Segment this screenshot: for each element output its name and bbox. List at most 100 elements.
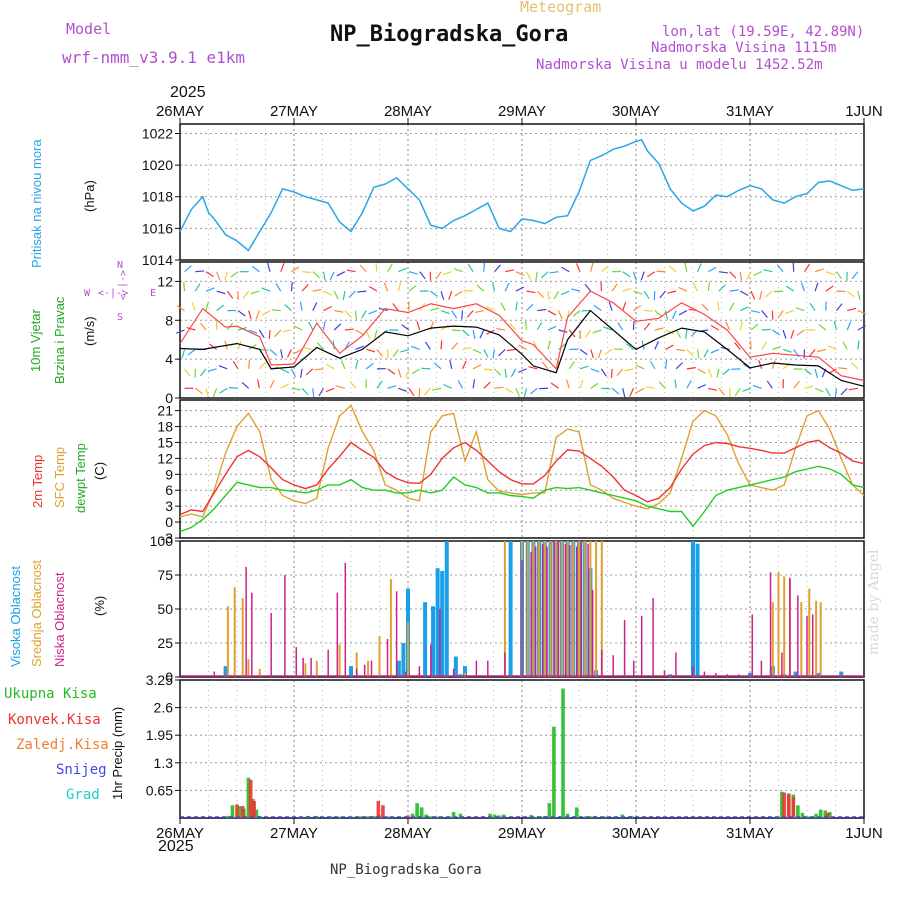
wind-barb <box>250 290 260 295</box>
cloud-low-bar <box>703 671 706 677</box>
wind-barb <box>449 359 453 369</box>
cloud-high-bar <box>463 666 467 677</box>
x-tick-label-bottom: 29MAY <box>498 825 546 842</box>
precip-total-bar <box>547 803 552 818</box>
wind-barb <box>346 269 356 273</box>
cloud-mid-bar <box>532 541 535 677</box>
cloud-mid-bar <box>258 668 261 677</box>
cloud-low-bar <box>284 575 286 677</box>
wind-barb <box>258 329 265 338</box>
wind-barb <box>654 340 660 350</box>
wind-barb <box>664 359 668 369</box>
wind-barb <box>668 265 677 273</box>
wind-barb <box>212 388 218 397</box>
wind-barb <box>312 288 322 292</box>
wind-barb <box>847 307 857 312</box>
cloud-low-bar <box>430 644 432 677</box>
cloud-high-bar <box>440 570 445 677</box>
wind-barb <box>541 271 549 279</box>
wind-barb <box>740 290 749 297</box>
precip-total-bar <box>533 816 538 818</box>
y-tick-label: 0 <box>165 514 173 530</box>
wind-barb <box>526 271 532 280</box>
wind-barb <box>752 384 762 389</box>
wind-barb <box>734 387 741 397</box>
wind-barb <box>284 304 292 312</box>
precip-total-bar <box>385 816 390 818</box>
wind-barb <box>184 368 191 377</box>
sfctemp-axis-title: SFC Temp <box>52 446 67 508</box>
y-tick-label: 1.95 <box>146 727 173 743</box>
precip-total-bar <box>780 791 784 818</box>
wind-barb <box>375 262 378 272</box>
temp2m-series <box>179 439 865 516</box>
wind-barb <box>301 284 309 292</box>
wind-barb <box>483 381 491 389</box>
legend-hail: Grad <box>66 787 100 803</box>
cloud-mid-bar <box>572 541 575 677</box>
wind-barb <box>696 349 700 359</box>
wind-barb <box>312 271 320 279</box>
cloud-mid-bar <box>464 672 466 677</box>
wind-barb <box>524 320 528 331</box>
wind-barb <box>218 365 228 370</box>
dewpt-axis-title: dewpt Temp <box>73 443 88 513</box>
wind-barb <box>617 322 624 331</box>
precip-total-bar <box>230 805 235 818</box>
wind-barb <box>626 343 634 350</box>
wind-barb <box>248 359 251 369</box>
cloud-low-bar <box>530 551 532 677</box>
year-top: 2025 <box>170 84 206 101</box>
precip-total-bar <box>488 813 492 818</box>
wind-barb <box>759 291 763 301</box>
wind-barb <box>325 387 335 393</box>
cloud-mid-bar <box>583 541 586 677</box>
wind-barb <box>505 269 515 273</box>
y-tick-label: 9 <box>165 466 173 482</box>
wind-barb <box>600 265 609 273</box>
wind-barb <box>226 290 234 299</box>
wind-barb <box>558 343 566 350</box>
cloud-high-bar <box>691 541 695 677</box>
wind-barb <box>355 345 365 350</box>
wind-barb <box>175 329 185 334</box>
wind-barb <box>237 340 242 350</box>
wind-barb <box>833 321 838 331</box>
credit-label: made by Angel <box>866 549 882 656</box>
wind-barb <box>782 329 787 339</box>
wind-barb <box>355 329 364 336</box>
wind-barb <box>803 263 810 273</box>
wind-barb <box>340 360 346 370</box>
legend-convective-rain: Konvek.Kisa <box>8 712 101 728</box>
wind-barb <box>782 348 792 353</box>
cloud-low-bar <box>302 657 304 677</box>
wind-barb <box>329 271 335 281</box>
wind-barb <box>323 305 332 312</box>
cloud-mid-bar <box>233 587 236 677</box>
wind-barb <box>761 310 768 318</box>
wind-barb <box>851 271 859 280</box>
wind-barb <box>442 271 452 275</box>
wind-barb <box>392 349 399 358</box>
wind-barb <box>526 303 534 312</box>
wind-barb <box>647 271 656 278</box>
y-tick-label: 0 <box>165 390 173 406</box>
wind-barb <box>430 290 439 297</box>
wind-barb <box>785 285 795 292</box>
wind-barb <box>262 310 271 316</box>
wind-barb <box>368 285 378 292</box>
precip-total-bar <box>497 815 501 818</box>
precip-total-bar <box>429 816 433 818</box>
wind-barb <box>772 345 782 350</box>
cloud-high-axis-title: Visoka Oblacnost <box>8 566 23 667</box>
wind-barb <box>248 310 252 320</box>
wind-barb <box>800 282 806 292</box>
wind-barb <box>590 262 594 272</box>
cloud-mid-bar <box>315 660 318 677</box>
wind-barb <box>195 270 205 273</box>
wind-barb <box>547 340 551 350</box>
wind-barb <box>676 348 686 352</box>
cloud-mid-bar <box>247 659 250 677</box>
cloud-low-bar <box>751 614 754 677</box>
wind-barb <box>572 310 581 317</box>
